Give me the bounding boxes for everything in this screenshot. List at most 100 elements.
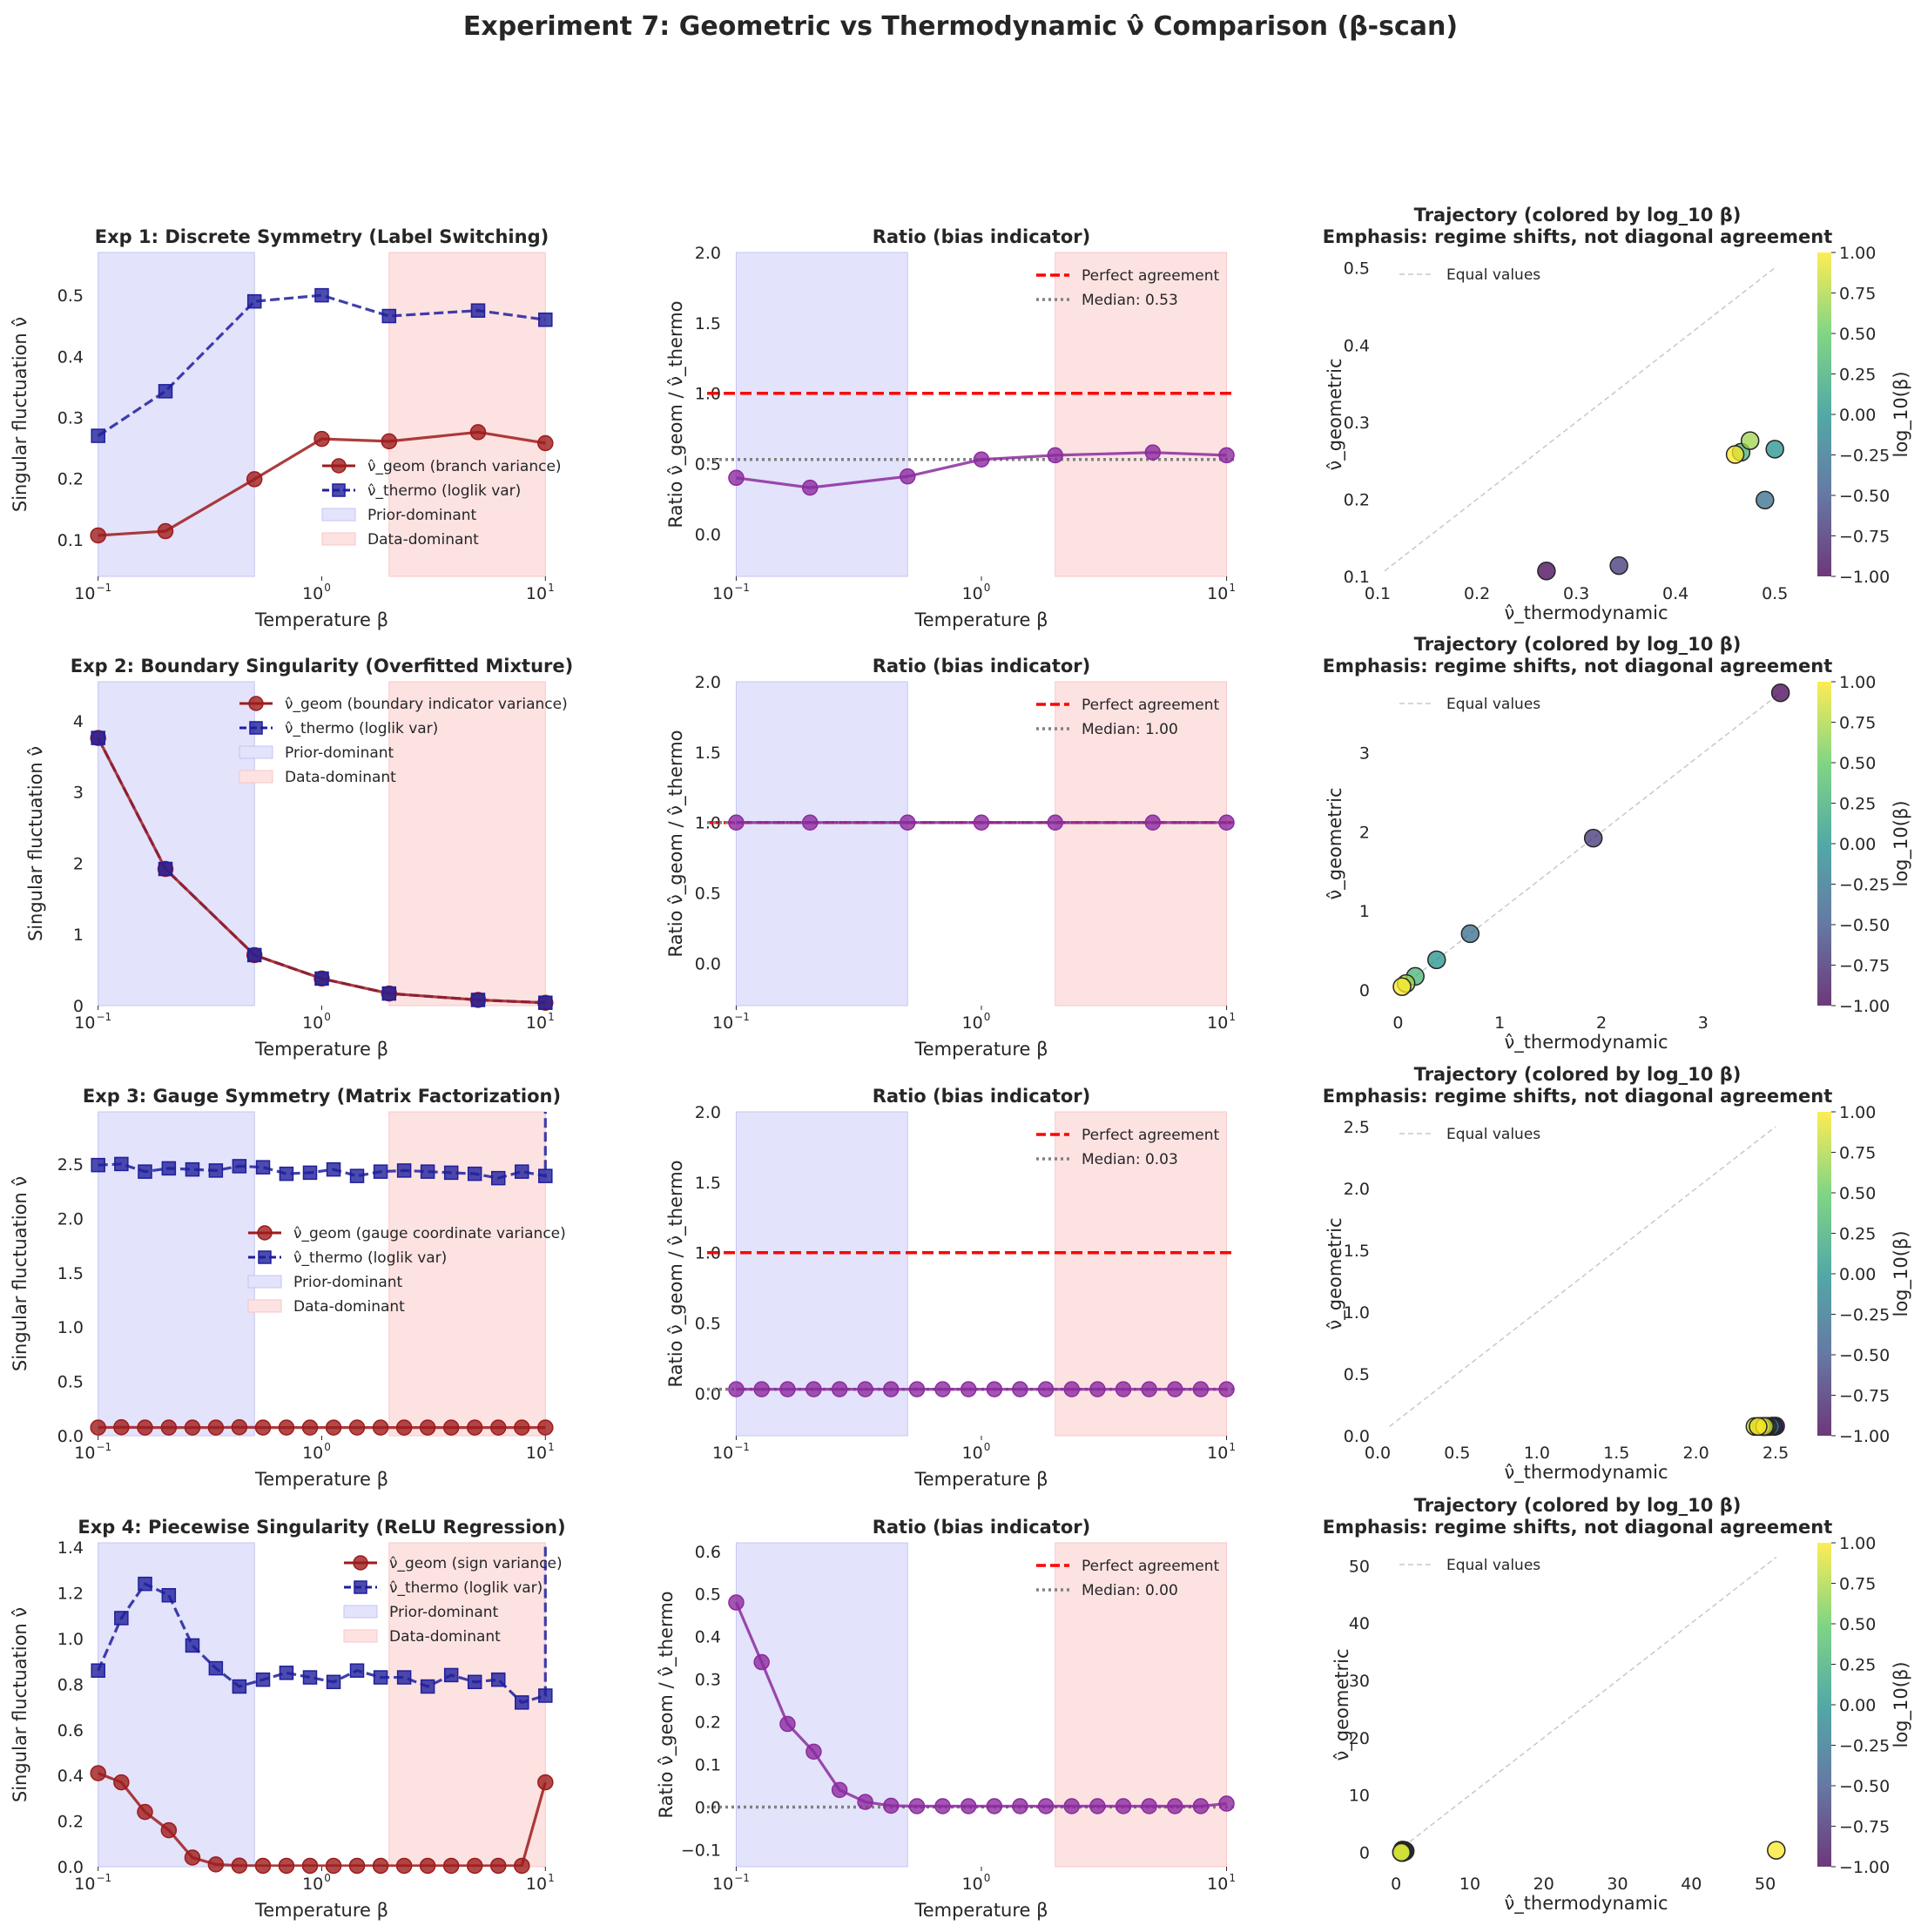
- row2-colorbar-tick-label: 0.00: [1839, 835, 1876, 854]
- row1-equal-line: [1384, 267, 1776, 572]
- row4-geom-point: [113, 1774, 130, 1791]
- row2-legend-geom-marker: [248, 696, 264, 711]
- row4-ratio-title: Ratio (bias indicator): [873, 1517, 1091, 1538]
- row1-ratio-panel: Ratio (bias indicator)0.00.51.01.52.010−…: [665, 226, 1236, 630]
- row3-ratio-point: [805, 1381, 822, 1397]
- row4-b-ytick-label: −0.1: [681, 1841, 721, 1860]
- row2-legend-label: ν̂_thermo (loglik var): [285, 720, 438, 737]
- row4-colorbar-tick-label: 0.75: [1839, 1575, 1876, 1594]
- row3-a-ytick-label: 0.5: [57, 1373, 84, 1392]
- row4-ratio-point: [882, 1797, 900, 1814]
- row3-b-xtick-exponent: 1: [1229, 1441, 1236, 1453]
- row3-geom-point: [207, 1419, 225, 1436]
- row1-colorbar-tick-label: 1.00: [1839, 244, 1876, 263]
- row4-b-ytick-label: 0.5: [695, 1585, 721, 1605]
- row2-trajectory-point: [1583, 828, 1603, 848]
- row3-legend-prior-swatch: [247, 1275, 282, 1289]
- row3-c-xtick-label: 0.0: [1365, 1444, 1391, 1463]
- row1-b-ytick-label: 1.5: [695, 314, 721, 333]
- row3-thermo-point: [420, 1164, 435, 1179]
- row2-c-xtick-label: 3: [1698, 1013, 1709, 1033]
- row3-geom-point: [137, 1419, 153, 1436]
- row2-ratio-legend: Perfect agreement Median: 1.00: [1036, 697, 1219, 738]
- row4-a-ytick-label: 1.0: [57, 1630, 84, 1649]
- row2-a-ytick-label: 1: [73, 926, 84, 945]
- row4-ylabel: Singular fluctuation ν̂: [10, 1607, 30, 1802]
- row4-geom-point: [372, 1857, 389, 1875]
- row3-legend-label: ν̂_thermo (loglik var): [293, 1249, 447, 1267]
- row4-thermo-point: [420, 1679, 435, 1694]
- row2-b-xtick-label: 100: [962, 1011, 991, 1033]
- row1-legend-perfect-label: Perfect agreement: [1082, 267, 1219, 285]
- row1-legend-median-label: Median: 0.53: [1082, 292, 1178, 309]
- row4-ratio-point: [831, 1781, 848, 1799]
- row4-thermo-point: [396, 1670, 412, 1685]
- row4-ratio-point: [779, 1715, 796, 1733]
- row4-c-xtick-label: 20: [1533, 1875, 1554, 1894]
- row2-trajectory-panel: Trajectory (colored by log_10 β)Emphasis…: [1323, 634, 1833, 1054]
- row4-thermo-point: [326, 1674, 341, 1690]
- row2-trajectory-legend: Equal values: [1399, 696, 1540, 713]
- row3-trajectory-panel: Trajectory (colored by log_10 β)Emphasis…: [1323, 1064, 1833, 1484]
- row2-b-xtick-label: 101: [1207, 1011, 1236, 1033]
- row1-thermo-point: [470, 303, 486, 318]
- row1-xlabel: Temperature β: [254, 609, 388, 630]
- row3-colorbar-tick-label: 0.25: [1839, 1225, 1876, 1244]
- row3-thermo-point: [396, 1163, 412, 1178]
- row4-thermo-point: [538, 1688, 553, 1703]
- row1-ratio-point: [973, 451, 990, 468]
- row2-legend-thermo-marker: [249, 721, 263, 735]
- row2-colorbar-tick-label: 0.75: [1839, 714, 1876, 733]
- row4-ratio-point: [1037, 1798, 1055, 1814]
- row3-thermo-point: [114, 1156, 129, 1172]
- row3-ratio-point: [986, 1381, 1003, 1397]
- row1-thermo-point: [158, 384, 173, 399]
- row3-thermo-point: [91, 1157, 105, 1173]
- row3-a-xtick-label: 10−1: [74, 1441, 111, 1463]
- row3-thermo-point: [232, 1159, 247, 1174]
- row1-thermo-point: [314, 287, 329, 303]
- row2-ratio-point: [1218, 814, 1235, 831]
- row3-thermo-point: [208, 1163, 224, 1178]
- row3-geom-point: [184, 1419, 201, 1436]
- row1-ratio-point: [1047, 447, 1064, 464]
- row4-geom-point: [254, 1857, 272, 1875]
- row1-b-ytick-label: 2.0: [695, 244, 721, 263]
- row2-data-band: [388, 681, 546, 1006]
- row3-series-panel: Exp 3: Gauge Symmetry (Matrix Factorizat…: [10, 1086, 566, 1490]
- row2-legend-label: Prior-dominant: [285, 744, 394, 762]
- row3-thermo-point: [538, 1168, 553, 1183]
- row4-thermo-point: [467, 1674, 482, 1690]
- row2-a-xtick-label: 10−1: [74, 1011, 111, 1033]
- row1-b-prior-band: [735, 252, 908, 577]
- row3-ylabel: Singular fluctuation ν̂: [10, 1176, 30, 1371]
- row3-geom-point: [419, 1419, 436, 1436]
- row3-c-xtick-label: 2.0: [1683, 1444, 1709, 1463]
- row2-thermo-point: [314, 971, 329, 986]
- row1-trajectory-point: [1725, 445, 1745, 464]
- row4-ratio-point: [1115, 1798, 1132, 1814]
- row1-colorbar: 1.00 0.75 0.50 0.25 0.00 −0.25 −0.50 −0.75 −1.00…: [1817, 244, 1912, 587]
- row3-title: Exp 3: Gauge Symmetry (Matrix Factorizat…: [83, 1086, 561, 1107]
- row4-geom-point: [137, 1803, 153, 1821]
- row3-ratio-point: [1167, 1381, 1183, 1397]
- figure-title: Experiment 7: Geometric vs Thermodynamic…: [463, 11, 1458, 42]
- row1-trajectory-title-2: Emphasis: regime shifts, not diagonal ag…: [1323, 226, 1833, 247]
- row3-thermo-point: [138, 1164, 152, 1179]
- row4-ratio-legend: Perfect agreement Median: 0.00: [1036, 1558, 1219, 1599]
- row4-ratio-panel: Ratio (bias indicator)−0.10.00.10.20.30.…: [656, 1517, 1236, 1921]
- row2-colorbar-tick-label: −0.25: [1839, 876, 1890, 895]
- row4-thermo-point: [91, 1663, 105, 1678]
- row1-c-ytick-label: 0.1: [1344, 568, 1370, 587]
- row3-b-xtick-exponent: −1: [734, 1441, 750, 1453]
- row1-ratio-point: [728, 469, 745, 487]
- row3-a-ytick-label: 2.0: [57, 1209, 84, 1229]
- row2-colorbar-tick-label: −0.50: [1839, 916, 1890, 935]
- row3-colorbar-label: log_10(β): [1891, 1230, 1912, 1316]
- row1-geom-point: [537, 434, 554, 452]
- row4-legend-perfect-label: Perfect agreement: [1082, 1558, 1219, 1575]
- row1-colorbar-tick-label: 0.00: [1839, 406, 1876, 425]
- row1-ratio-ylabel: Ratio ν̂_geom / ν̂_thermo: [665, 300, 687, 528]
- row1-thermo-point: [246, 293, 262, 309]
